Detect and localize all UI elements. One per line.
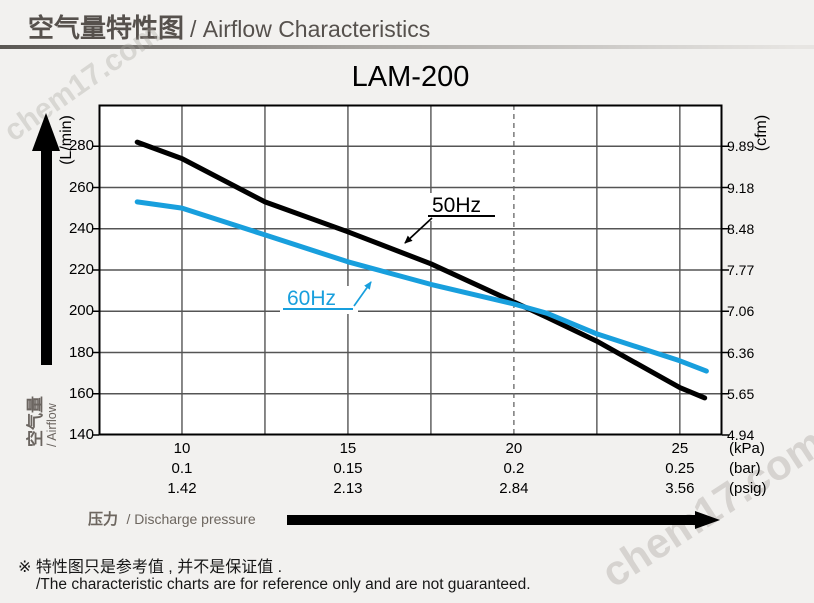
y-left-tick-labels: 280 260 240 220 200 180 160 140 [50, 0, 94, 603]
x-axis-row-kPa: 10 15 20 25 (kPa) [0, 440, 800, 458]
y-right-tick-label: 5.65 [727, 385, 755, 402]
x-axis-label-zh: 压力 [88, 511, 119, 528]
x-tick-label: 0.15 [333, 460, 363, 477]
y-right-tick-label: 9.89 [727, 138, 755, 155]
annotation-label: 60Hz [287, 287, 336, 310]
x-axis-row-bar: 0.1 0.15 0.2 0.25 (bar) [0, 460, 800, 478]
y-left-tick-label: 160 [68, 384, 94, 402]
x-tick-label: 0.25 [665, 460, 695, 477]
x-tick-label: 10 [173, 440, 191, 457]
x-axis-unit-label: (kPa) [729, 440, 765, 457]
y-left-tick-label: 280 [68, 137, 94, 155]
x-axis-label-en: / Discharge pressure [126, 511, 256, 527]
y-right-tick-label: 7.77 [727, 262, 755, 278]
y-left-tick-label: 220 [68, 261, 94, 278]
page-title-en: / Airflow Characteristics [190, 16, 431, 42]
pressure-right-arrow-icon [287, 511, 720, 529]
y-left-tick-label: 140 [68, 426, 94, 443]
y-right-tick-labels: 9.89 9.18 8.48 7.77 7.06 6.36 5.65 4.94 [727, 0, 775, 603]
pressure-arrow-head [695, 511, 720, 529]
x-tick-label: 25 [671, 440, 689, 457]
series-line-60hz [134, 199, 709, 374]
x-tick-label: 2.13 [333, 480, 363, 497]
y-right-tick-label: 6.36 [727, 344, 755, 361]
page-title-zh: 空气量特性图 [28, 13, 185, 43]
header-divider [0, 45, 814, 49]
annotation-label: 50Hz [432, 194, 481, 217]
chart-title: LAM-200 [351, 61, 470, 93]
plot-area: 50Hz 60Hz [92, 104, 729, 436]
x-tick-label: 0.1 [171, 460, 193, 477]
plot-border [98, 104, 723, 436]
airflow-arrow-head [32, 113, 60, 151]
x-axis-unit-label: (bar) [729, 460, 761, 477]
y-left-tick-label: 240 [68, 219, 94, 237]
y-left-tick-label: 200 [68, 302, 94, 320]
x-tick-label: 3.56 [665, 480, 695, 497]
page-header: 空气量特性图 / Airflow Characteristics [28, 8, 430, 45]
y-left-tick-label: 260 [68, 178, 94, 196]
y-axis-label-zh: 空气量 [26, 396, 45, 447]
y-left-tick-label: 180 [68, 343, 94, 361]
x-tick-label: 0.2 [503, 460, 525, 477]
annotation-arrow [404, 217, 433, 244]
x-tick-label: 15 [339, 440, 357, 457]
annotation-arrow [353, 281, 372, 307]
x-tick-label: 2.84 [499, 480, 529, 497]
y-right-tick-label: 9.18 [727, 179, 755, 196]
airflow-up-arrow-icon [32, 113, 60, 365]
x-axis-unit-label: (psig) [729, 480, 767, 497]
y-right-tick-label: 7.06 [727, 303, 755, 320]
annotation-50hz: 50Hz [404, 193, 500, 244]
annotation-60hz: 60Hz [280, 281, 372, 314]
x-axis-rows: 10 15 20 25 (kPa) 0.1 0.15 0.2 0.25 (bar) 1.42 2.13… [0, 440, 800, 502]
footnote-line-en: /The characteristic charts are for refer… [36, 576, 531, 593]
x-tick-label: 20 [505, 440, 523, 457]
plot-svg: 50Hz 60Hz [92, 104, 729, 436]
y-right-tick-label: 4.94 [727, 427, 755, 443]
x-tick-label: 1.42 [167, 480, 197, 497]
airflow-arrow-shaft [40, 151, 52, 365]
pressure-arrow-shaft [287, 515, 695, 525]
y-right-tick-label: 8.48 [727, 220, 755, 237]
x-axis-row-psig: 1.42 2.13 2.84 3.56 (psig) [0, 480, 800, 498]
series-line-50hz [134, 139, 708, 401]
x-axis-label-pressure: 压力 / Discharge pressure [88, 508, 256, 529]
footnote-line-zh: ※ 特性图只是参考值 , 并不是保证值 . [18, 559, 283, 576]
